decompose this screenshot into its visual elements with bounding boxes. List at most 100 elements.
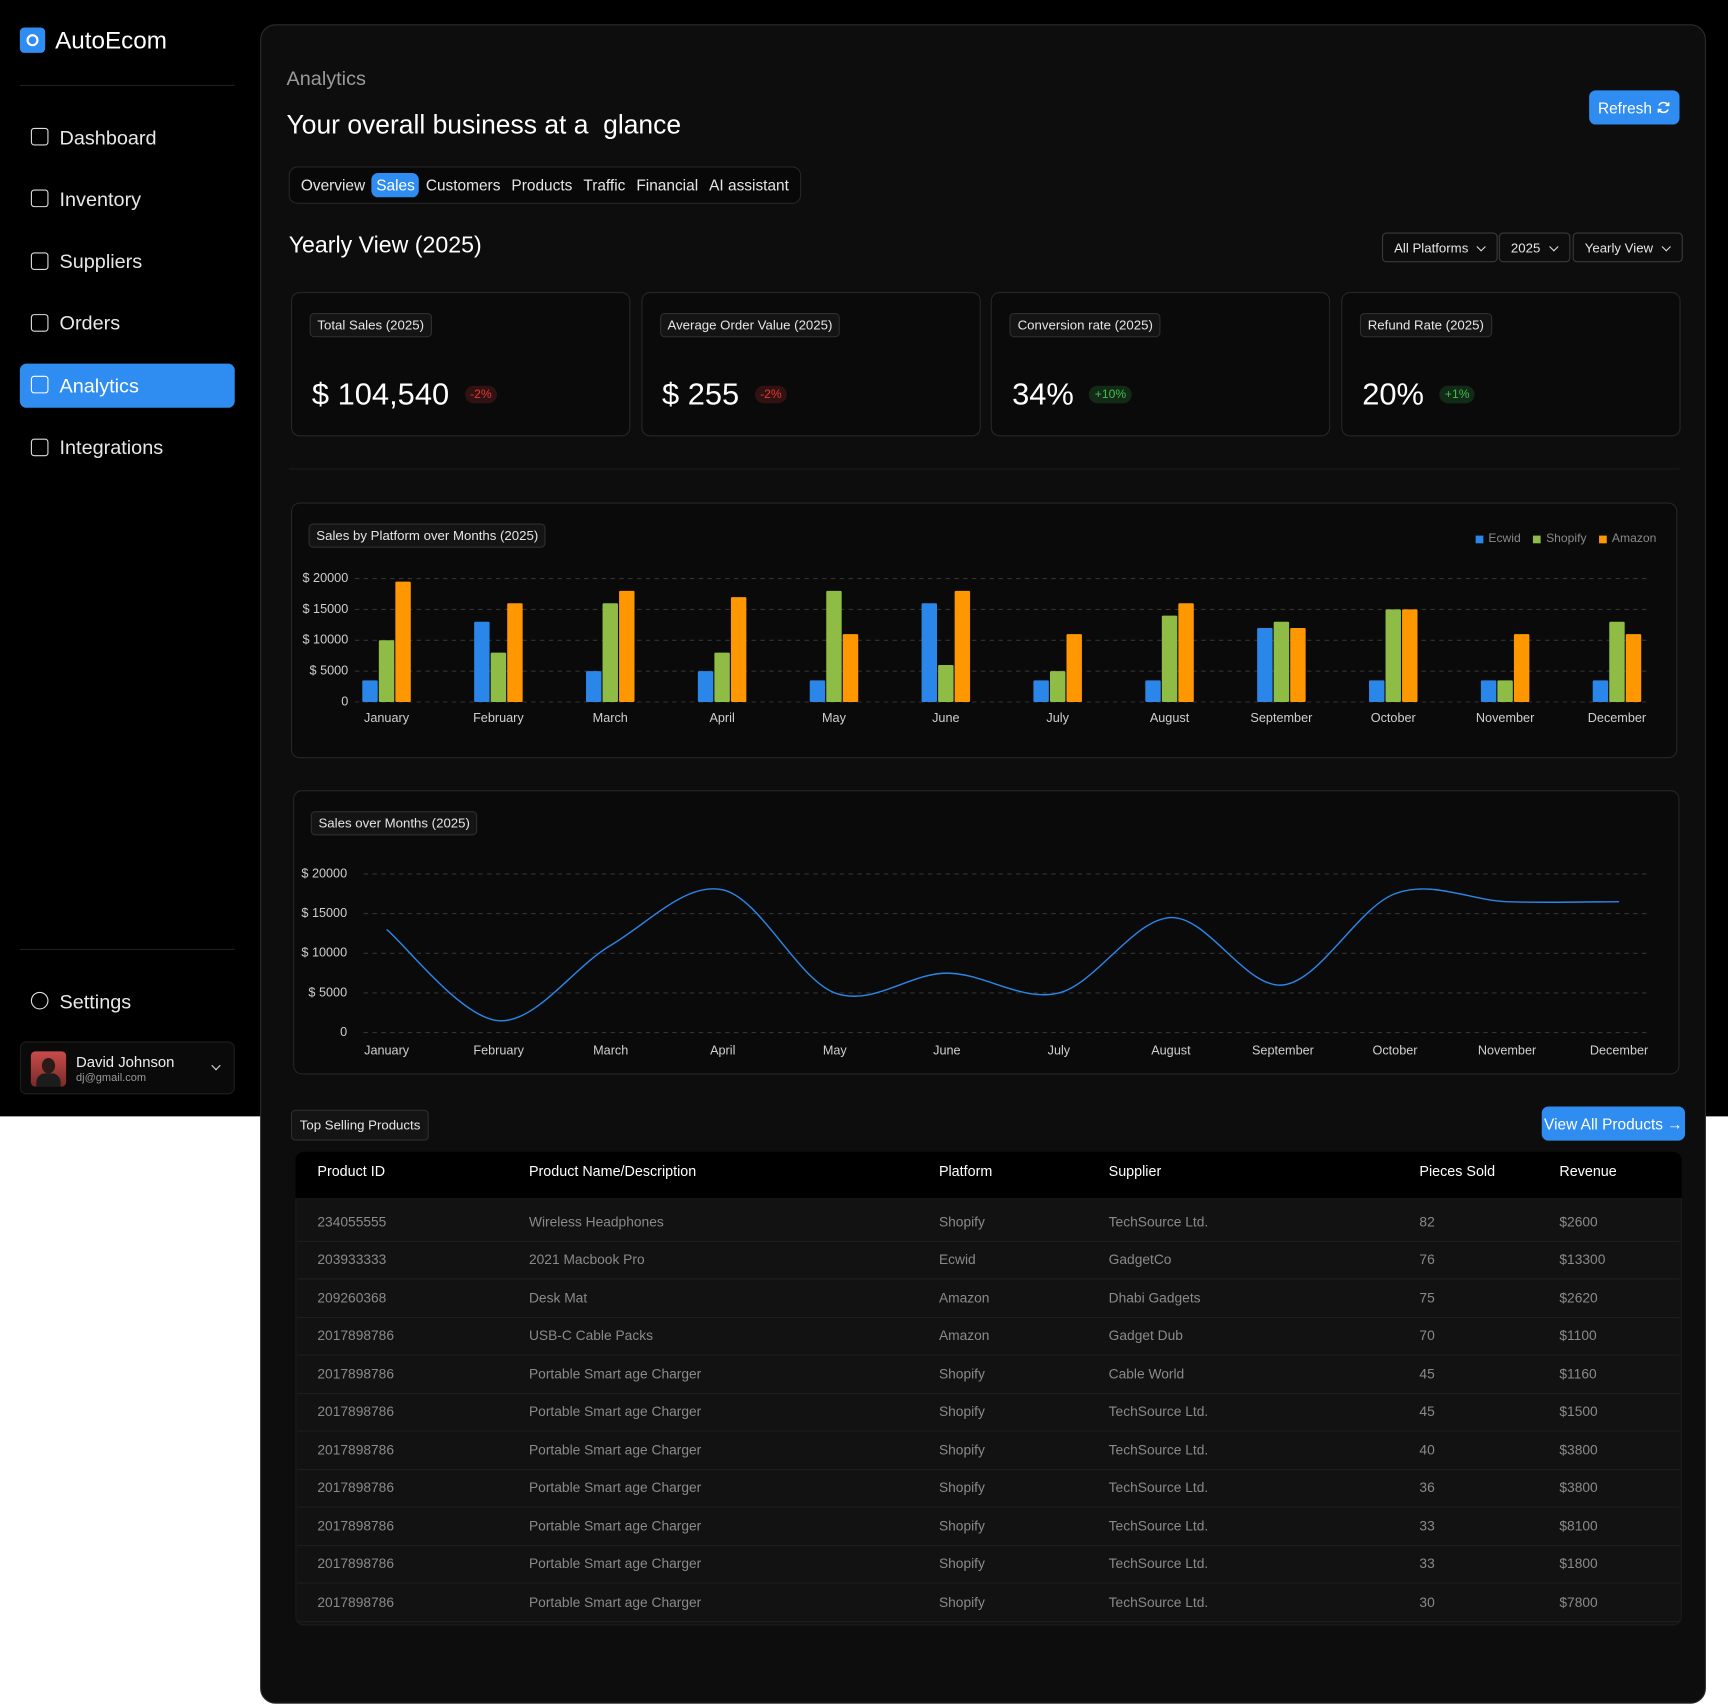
nav-label: Analytics (59, 374, 139, 397)
row-divider (297, 1392, 1680, 1394)
tab[interactable]: Financial (636, 176, 699, 194)
nav-label: Integrations (59, 436, 164, 459)
legend-item: Shopify (1532, 532, 1587, 546)
column-header: Product Name/Description (528, 1162, 697, 1180)
table (295, 1151, 1682, 1626)
table-cell: Ecwid (938, 1252, 976, 1268)
table-title: Top Selling Products (290, 1109, 430, 1141)
table-cell: Shopify (938, 1404, 985, 1420)
column-header: Pieces Sold (1419, 1162, 1496, 1180)
table-cell: $7800 (1559, 1594, 1598, 1610)
legend-item: Ecwid (1475, 532, 1521, 546)
table-cell: 2017898786 (317, 1404, 395, 1420)
nav-item[interactable]: Suppliers (20, 240, 235, 284)
nav-item[interactable]: Orders (20, 302, 235, 346)
filter-dropdown[interactable]: All Platforms (1381, 232, 1499, 263)
nav-item[interactable]: Analytics (19, 363, 235, 408)
table-cell: Shopify (938, 1518, 985, 1534)
table-cell: Portable Smart age Charger (528, 1556, 702, 1572)
table-cell: $3800 (1559, 1480, 1598, 1496)
kpi-value: $ 104,540 (311, 376, 450, 412)
table-cell: 75 (1419, 1290, 1435, 1306)
refresh-button[interactable]: Refresh (1589, 90, 1680, 125)
table-cell: 2017898786 (317, 1366, 395, 1382)
user-card[interactable]: David Johnson dj@gmail.com (19, 1041, 235, 1095)
refresh-label: Refresh (1597, 98, 1652, 117)
table-cell: Shopify (938, 1442, 985, 1458)
kpi-change: +10% (1089, 385, 1132, 404)
table-cell: Portable Smart age Charger (528, 1366, 702, 1382)
tabs: Overview Sales Customers Products Traffic Fin… (288, 166, 802, 204)
tab[interactable]: Products (511, 176, 573, 194)
legend-item: Amazon (1598, 532, 1656, 546)
settings-link[interactable]: Settings (20, 980, 235, 1024)
column-header: Revenue (1559, 1162, 1617, 1180)
table-cell: 234055555 (317, 1214, 387, 1230)
table-cell: TechSource Ltd. (1108, 1594, 1209, 1610)
column-header: Product ID (317, 1162, 386, 1180)
table-cell: USB-C Cable Packs (528, 1328, 654, 1344)
kpi-label: Conversion rate (2025) (1009, 312, 1161, 338)
row-divider (297, 1582, 1680, 1584)
table-cell: 2017898786 (317, 1442, 395, 1458)
chevron (211, 1060, 221, 1071)
row-divider (297, 1240, 1680, 1242)
table-cell: Dhabi Gadgets (1108, 1290, 1201, 1306)
table-cell: 30 (1419, 1594, 1435, 1610)
table-cell: Portable Smart age Charger (528, 1442, 702, 1458)
table-cell: $1500 (1559, 1404, 1598, 1420)
divider (19, 948, 235, 950)
kpi-change: -2% (464, 385, 498, 404)
table-cell: Shopify (938, 1480, 985, 1496)
tab[interactable]: Traffic (583, 176, 626, 194)
table-cell: Portable Smart age Charger (528, 1404, 702, 1420)
table-cell: TechSource Ltd. (1108, 1518, 1209, 1534)
kpi-row: 20% +1% (1362, 377, 1476, 412)
tab[interactable]: AI assistant (709, 176, 789, 194)
divider (288, 468, 1680, 470)
table-cell: 76 (1419, 1252, 1435, 1268)
column-header: Supplier (1108, 1162, 1162, 1180)
nav-item[interactable]: Dashboard (20, 116, 235, 160)
table-cell: Desk Mat (528, 1290, 588, 1306)
nav-icon (30, 127, 49, 146)
table-cell: Shopify (938, 1556, 985, 1572)
table-cell: 203933333 (317, 1252, 387, 1268)
brand: AutoEcom (55, 26, 167, 54)
table-cell: Portable Smart age Charger (528, 1594, 702, 1610)
settings-label: Settings (59, 990, 132, 1013)
chart-title: Sales over Months (2025) (310, 811, 478, 836)
nav-icon (30, 189, 49, 208)
kpi-row: $ 255 -2% (662, 377, 788, 412)
table-cell: TechSource Ltd. (1108, 1214, 1209, 1230)
nav-item[interactable]: Integrations (20, 426, 235, 470)
divider (19, 84, 235, 86)
table-cell: Portable Smart age Charger (528, 1518, 702, 1534)
filter-dropdown[interactable]: Yearly View (1572, 232, 1683, 263)
nav-icon (30, 438, 49, 456)
tab[interactable]: Sales (371, 173, 420, 198)
tab[interactable]: Overview (300, 176, 366, 194)
nav-label: Orders (59, 312, 121, 335)
page-title: Your overall business at a glance (286, 110, 682, 140)
filter-dropdown[interactable]: 2025 (1498, 232, 1571, 263)
table-cell: Cable World (1108, 1366, 1185, 1382)
view-all-button[interactable]: View All Products → (1541, 1106, 1686, 1141)
nav-item[interactable]: Inventory (20, 178, 235, 222)
table-cell: Shopify (938, 1594, 985, 1610)
legend-swatch (1475, 535, 1483, 543)
table-cell: TechSource Ltd. (1108, 1480, 1209, 1496)
kpi-row: 34% +10% (1012, 377, 1132, 412)
table-cell: TechSource Ltd. (1108, 1556, 1209, 1572)
tab[interactable]: Customers (425, 176, 501, 194)
legend: Ecwid Shopify Amazon (1475, 532, 1656, 546)
table-cell: 33 (1419, 1518, 1435, 1534)
row-divider (297, 1316, 1680, 1318)
row-divider (297, 1544, 1680, 1546)
table-cell: 33 (1419, 1556, 1435, 1572)
kpi-label: Average Order Value (2025) (659, 312, 841, 338)
kpi-change: +1% (1439, 385, 1476, 404)
table-cell: 2017898786 (317, 1480, 395, 1496)
